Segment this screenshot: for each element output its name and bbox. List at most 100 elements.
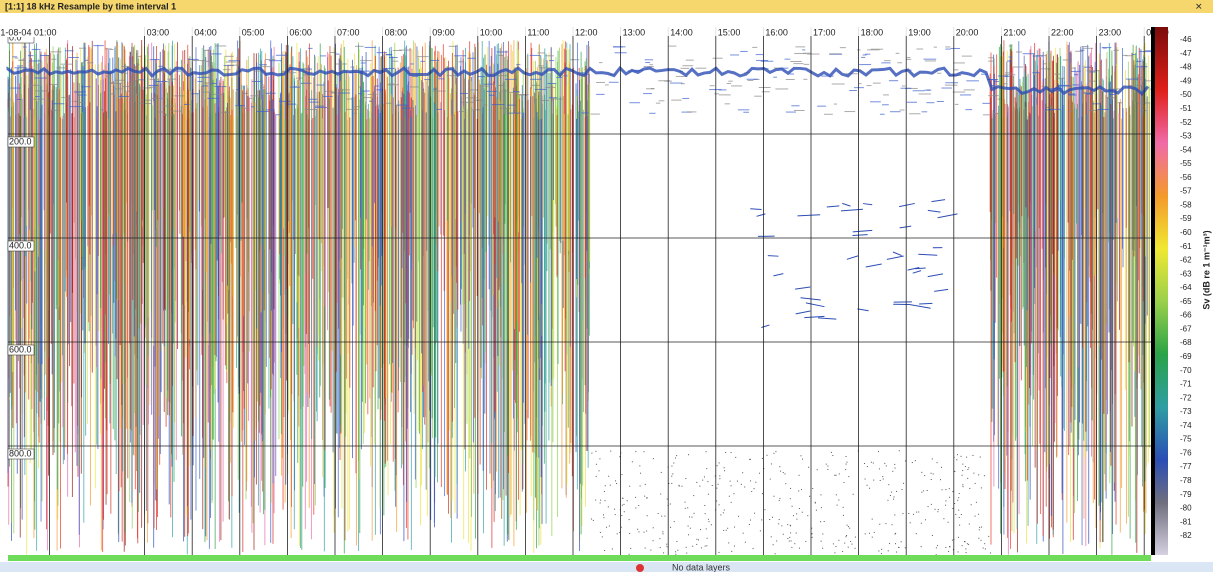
surface-layer [323,96,333,97]
echo-dot [726,530,727,531]
surface-layer [916,49,923,50]
echo-dot [773,544,774,545]
close-button[interactable]: ✕ [1195,1,1203,11]
echo-dot [881,553,882,554]
echo-dot [690,528,691,529]
echo-dot [800,455,801,456]
echo-dot [772,517,773,518]
time-label: 13:00 [623,27,646,37]
surface-layer [35,90,47,91]
echo-dot [719,462,720,463]
surface-layer [228,60,240,61]
surface-layer [945,49,950,50]
scale-label: -50 [1180,90,1192,99]
surface-layer [747,79,758,80]
surface-layer [993,113,998,114]
echo-dot [867,466,868,467]
surface-layer [965,109,972,110]
echo-dot [779,500,780,501]
echo-dot [791,540,792,541]
time-label: 08:00 [385,27,408,37]
surface-layer [964,89,975,90]
echo-dot [981,487,982,488]
surface-layer [66,98,70,99]
surface-layer [61,64,73,65]
surface-layer [167,79,176,80]
surface-layer [832,83,845,84]
surface-layer [309,102,319,103]
echo-dot [846,464,847,465]
surface-layer [121,66,130,67]
scale-label: -58 [1180,200,1192,209]
depth-label: 600.0 [9,344,32,354]
surface-layer [136,64,139,65]
echo-dot [972,455,973,456]
surface-layer [411,63,414,64]
surface-layer [794,53,806,54]
echo-dot [978,538,979,539]
surface-layer [1126,79,1139,80]
echo-dot [755,482,756,483]
surface-layer [1089,71,1095,72]
echo-dot [744,486,745,487]
echo-dot [704,476,705,477]
scale-label: -72 [1180,393,1192,402]
surface-layer [1110,94,1116,95]
surface-layer [202,85,208,86]
surface-layer [530,55,540,56]
echo-dot [924,475,925,476]
echo-dot [699,486,700,487]
surface-layer [498,75,507,76]
echo-dot [961,514,962,515]
surface-layer [871,49,883,50]
echo-dot [610,485,611,486]
echo-dot [789,537,790,538]
surface-layer [924,90,930,91]
echo-dot [791,547,792,548]
echo-dot [783,534,784,535]
surface-layer [1004,83,1007,84]
echo-dot [639,465,640,466]
echo-dot [921,523,922,524]
surface-layer [50,84,59,85]
surface-layer [803,79,807,80]
scroll-bar[interactable] [8,555,1151,561]
surface-layer [840,47,846,48]
surface-layer [953,62,965,63]
surface-layer [336,63,347,64]
surface-layer [368,94,377,95]
echo-dot [671,483,672,484]
echo-dot [945,505,946,506]
echo-dot [638,505,639,506]
echo-dot [812,488,813,489]
surface-layer [962,56,972,57]
echo-dot [902,513,903,514]
surface-layer [301,83,304,84]
surface-layer [109,82,114,83]
echo-dot [964,541,965,542]
echo-dot [801,489,802,490]
echo-dot [896,491,897,492]
surface-layer [1114,50,1119,51]
surface-layer [1082,46,1089,47]
scale-label: -64 [1180,283,1192,292]
echo-dot [662,531,663,532]
echo-dot [741,484,742,485]
surface-layer [478,76,485,77]
surface-layer [316,85,324,86]
surface-layer [361,62,366,63]
surface-layer [346,109,358,110]
echo-dot [836,494,837,495]
surface-layer [1068,94,1075,95]
echo-dot [888,550,889,551]
echo-dot [599,470,600,471]
surface-layer [785,59,791,60]
echo-dot [610,451,611,452]
echo-dot [808,467,809,468]
echo-dot [938,509,939,510]
echo-dot [971,504,972,505]
echo-dot [831,452,832,453]
echo-dot [679,486,680,487]
echo-dot [958,497,959,498]
echo-dot [596,476,597,477]
